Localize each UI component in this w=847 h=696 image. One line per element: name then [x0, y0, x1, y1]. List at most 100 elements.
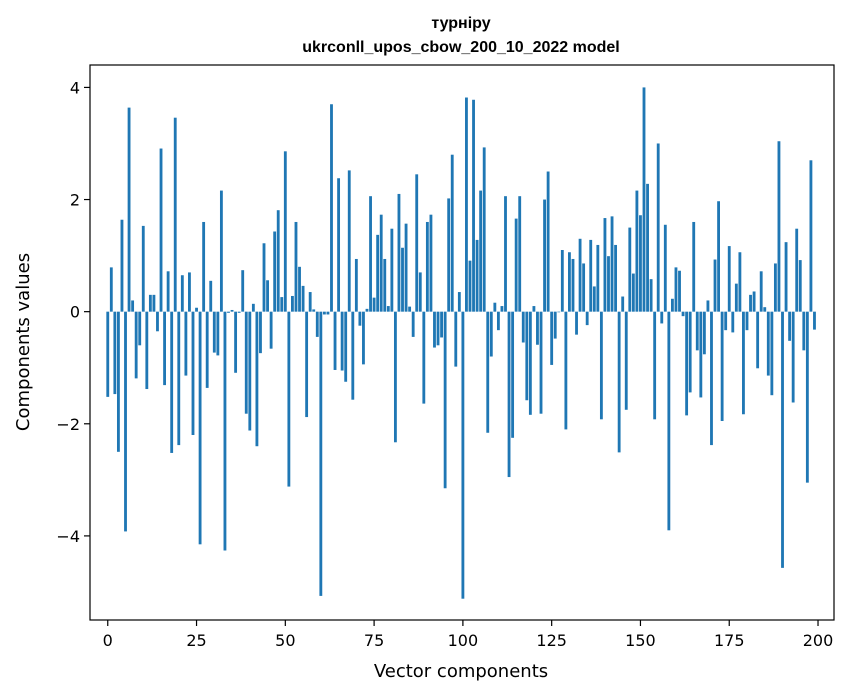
bar-90 — [425, 221, 429, 312]
bar-135 — [585, 311, 589, 326]
bar-116 — [518, 196, 522, 312]
bar-143 — [614, 244, 618, 312]
bar-182 — [752, 291, 756, 312]
bar-28 — [205, 311, 209, 388]
bar-16 — [163, 311, 166, 386]
bar-51 — [287, 311, 291, 487]
bar-154 — [653, 311, 657, 420]
bar-174 — [724, 311, 728, 331]
bar-41 — [251, 303, 255, 312]
bar-199 — [813, 311, 816, 330]
bar-57 — [308, 292, 312, 312]
bar-53 — [294, 221, 298, 312]
bar-29 — [209, 280, 213, 312]
bar-11 — [145, 311, 149, 390]
bar-138 — [596, 244, 600, 312]
bar-65 — [337, 178, 341, 312]
bar-94 — [440, 311, 443, 338]
bar-13 — [152, 294, 156, 312]
bar-59 — [315, 311, 319, 337]
bar-177 — [734, 283, 738, 312]
bar-186 — [766, 311, 770, 376]
y-axis-label: Components values — [13, 253, 34, 431]
bar-106 — [482, 147, 486, 312]
bar-71 — [358, 311, 362, 326]
bar-152 — [646, 183, 649, 312]
bar-43 — [259, 311, 262, 354]
bar-164 — [688, 311, 692, 393]
bar-50 — [283, 151, 287, 312]
bar-91 — [429, 214, 433, 312]
bar-81 — [393, 311, 397, 443]
x-axis-label: Vector components — [374, 661, 548, 682]
bar-155 — [656, 143, 660, 312]
bar-132 — [575, 311, 578, 335]
bar-64 — [333, 311, 337, 370]
bar-55 — [301, 285, 305, 312]
plot-frame — [89, 64, 835, 621]
bar-56 — [305, 311, 309, 418]
bar-171 — [713, 259, 717, 312]
bar-39 — [244, 311, 248, 414]
bar-27 — [202, 221, 206, 312]
bar-88 — [418, 272, 422, 312]
bar-96 — [447, 198, 451, 312]
bar-19 — [173, 117, 177, 312]
bar-128 — [560, 250, 564, 312]
bar-142 — [610, 216, 614, 312]
bar-125 — [550, 311, 554, 365]
bar-62 — [326, 311, 330, 315]
bar-54 — [298, 266, 301, 312]
bar-67 — [344, 311, 348, 382]
bar-82 — [397, 193, 401, 312]
bar-69 — [351, 311, 355, 400]
bar-17 — [166, 271, 170, 312]
bar-97 — [450, 154, 454, 312]
bar-146 — [624, 311, 628, 410]
bar-111 — [500, 306, 504, 312]
bar-58 — [312, 309, 316, 312]
bar-168 — [702, 311, 706, 355]
bar-87 — [415, 174, 419, 312]
bar-47 — [273, 231, 277, 312]
bar-26 — [198, 311, 202, 545]
bar-52 — [291, 295, 294, 312]
x-tick-label-50: 50 — [275, 631, 295, 650]
bar-129 — [564, 311, 568, 430]
bar-149 — [635, 190, 639, 312]
bar-113 — [507, 311, 511, 478]
chart-title-line-2: ukrconll_upos_cbow_200_10_2022 model — [302, 39, 619, 56]
bar-190 — [781, 311, 784, 568]
x-tick-label-150: 150 — [625, 631, 656, 650]
bar-133 — [578, 238, 582, 312]
bar-153 — [649, 279, 653, 312]
bar-33 — [223, 311, 227, 551]
bar-100 — [461, 311, 465, 599]
bar-80 — [390, 228, 394, 312]
bar-150 — [639, 215, 642, 312]
y-tick-label-0: 4 — [70, 78, 80, 97]
bar-180 — [745, 311, 749, 331]
y-axis-ticks: 4 2 0 −2 −4 — [56, 78, 90, 546]
bar-89 — [422, 311, 426, 404]
bar-5 — [124, 311, 127, 532]
bar-119 — [528, 311, 532, 415]
bar-137 — [592, 286, 596, 312]
bar-78 — [383, 258, 387, 312]
bar-162 — [681, 311, 685, 317]
y-tick-label-2: 0 — [70, 303, 80, 322]
bar-178 — [738, 252, 742, 312]
bar-36 — [234, 311, 238, 373]
bar-8 — [134, 311, 138, 379]
bar-1 — [109, 267, 113, 312]
bar-173 — [720, 311, 724, 421]
bar-30 — [212, 311, 216, 353]
bar-188 — [773, 263, 777, 312]
bar-61 — [322, 311, 326, 315]
y-tick-label-1: 2 — [70, 191, 80, 210]
bar-159 — [670, 298, 674, 312]
bar-161 — [678, 270, 681, 312]
bar-22 — [184, 311, 188, 376]
bar-191 — [784, 242, 788, 312]
